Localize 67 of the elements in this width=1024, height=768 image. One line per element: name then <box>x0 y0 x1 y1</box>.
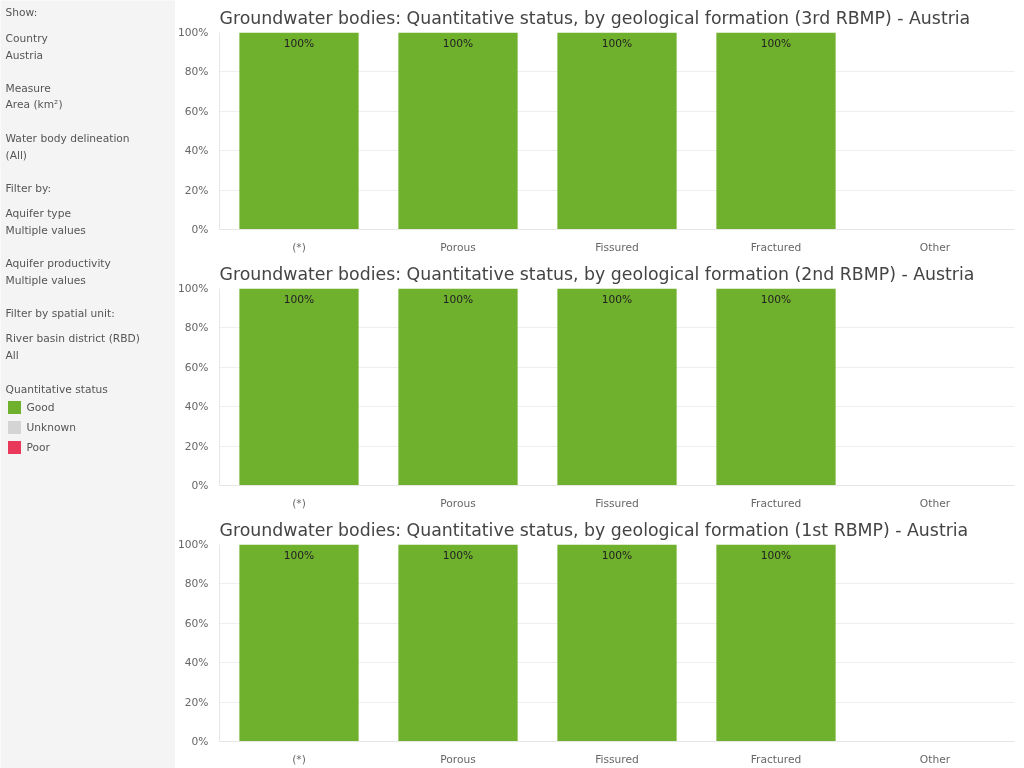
data-label: 100% <box>760 292 792 306</box>
data-label: 100% <box>442 548 474 562</box>
y-tick-label: 40% <box>184 144 209 158</box>
y-tick-label: 80% <box>184 577 209 591</box>
data-label: 100% <box>442 292 474 306</box>
data-label: 100% <box>760 36 792 50</box>
x-tick-label: (*) <box>292 752 306 766</box>
x-tick-label: Fractured <box>750 752 802 766</box>
y-tick-label: 40% <box>184 656 209 670</box>
x-tick-label: Fissured <box>595 752 639 766</box>
text: All <box>5 349 19 362</box>
x-tick-label: Fissured <box>595 496 639 510</box>
data-label: 100% <box>601 36 633 50</box>
data-label: 100% <box>283 292 315 306</box>
y-tick-label: 60% <box>184 104 209 118</box>
y-tick-label: 40% <box>184 400 209 414</box>
text: Filter by: <box>5 182 52 195</box>
y-tick-label: 100% <box>178 538 209 551</box>
y-tick-label: 60% <box>184 360 209 374</box>
text: Area (km²) <box>5 98 63 111</box>
y-tick-label: 20% <box>184 183 209 197</box>
data-label: 100% <box>601 292 633 306</box>
x-tick-label: Other <box>919 752 951 766</box>
y-tick-label: 100% <box>178 26 209 39</box>
text: Show: <box>5 6 38 19</box>
text: Multiple values <box>5 224 87 237</box>
text: Aquifer productivity <box>5 257 111 270</box>
chart-title: Groundwater bodies: Quantitative status, by geological formation (1st RBMP) - Austria <box>219 519 969 540</box>
y-tick-label: 80% <box>184 65 209 79</box>
y-tick-label: 0% <box>191 223 209 236</box>
chart-title: Groundwater bodies: Quantitative status, by geological formation (2nd RBMP) - Austria <box>219 263 975 284</box>
data-label: 100% <box>442 36 474 50</box>
x-tick-label: Porous <box>440 496 477 510</box>
text: Country <box>5 32 48 45</box>
text: Filter by spatial unit: <box>5 307 115 320</box>
category-label: Poor <box>26 441 51 454</box>
text: Measure <box>5 82 51 95</box>
text: (All) <box>5 149 28 162</box>
text: Austria <box>5 49 44 62</box>
text: Water body delineation <box>5 132 130 145</box>
text: Aquifer type <box>5 207 71 220</box>
category-label: Unknown <box>26 421 76 434</box>
y-tick-label: 0% <box>191 479 209 492</box>
x-tick-label: Fractured <box>750 496 802 510</box>
x-tick-label: Other <box>919 240 951 254</box>
text: Multiple values <box>5 274 87 287</box>
data-label: 100% <box>760 548 792 562</box>
legend-title: Quantitative status <box>5 383 109 396</box>
x-tick-label: Porous <box>440 240 477 254</box>
x-tick-label: Porous <box>440 752 477 766</box>
x-tick-label: Fractured <box>750 240 802 254</box>
y-tick-label: 60% <box>184 616 209 630</box>
x-tick-label: Fissured <box>595 240 639 254</box>
chart-title: Groundwater bodies: Quantitative status, by geological formation (3rd RBMP) - Austria <box>219 7 971 28</box>
x-tick-label: Other <box>919 496 951 510</box>
y-tick-label: 80% <box>184 321 209 335</box>
y-tick-label: 100% <box>178 282 209 295</box>
data-label: 100% <box>601 548 633 562</box>
text: River basin district (RBD) <box>5 332 140 345</box>
y-tick-label: 20% <box>184 695 209 709</box>
x-tick-label: (*) <box>292 496 306 510</box>
data-label: 100% <box>283 548 315 562</box>
category-label: Good <box>26 401 55 414</box>
y-tick-label: 20% <box>184 439 209 453</box>
data-label: 100% <box>283 36 315 50</box>
y-tick-label: 0% <box>191 735 209 748</box>
x-tick-label: (*) <box>292 240 306 254</box>
